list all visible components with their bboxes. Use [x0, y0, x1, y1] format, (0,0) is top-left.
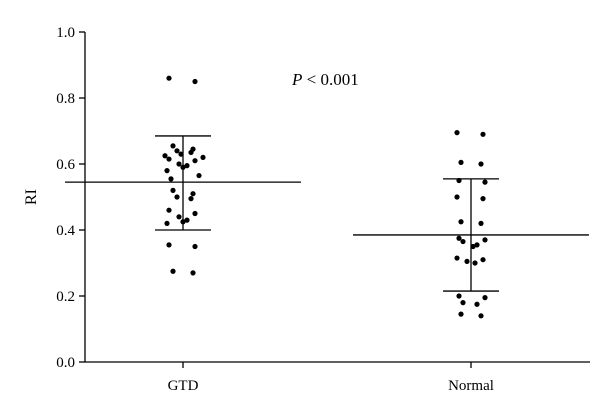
data-point: [200, 154, 206, 160]
data-point: [456, 235, 462, 241]
data-point: [464, 258, 470, 264]
y-tick-label: 0.6: [56, 157, 75, 173]
data-point: [478, 220, 484, 226]
data-point: [162, 153, 168, 159]
data-point: [166, 75, 172, 81]
data-point: [460, 238, 466, 245]
data-point: [474, 301, 480, 307]
data-point: [166, 207, 172, 213]
data-point: [188, 149, 194, 156]
data-point: [176, 214, 182, 220]
data-point: [454, 255, 460, 261]
data-point: [166, 242, 172, 248]
y-tick-label: 0.8: [56, 91, 75, 107]
x-tick-label: GTD: [168, 378, 199, 394]
data-point: [474, 242, 480, 248]
group-gtd: [65, 75, 301, 276]
data-point: [170, 268, 176, 274]
data-groups: [65, 75, 589, 319]
data-point: [454, 130, 460, 136]
p-value-text: < 0.001: [302, 70, 358, 89]
data-point: [456, 293, 462, 299]
data-point: [192, 158, 198, 164]
data-point: [478, 313, 484, 319]
data-point: [472, 260, 478, 266]
data-point: [480, 196, 486, 202]
group-normal: [353, 130, 589, 319]
axes: 0.0 0.2 0.4 0.6 0.8 1.0 GTD Normal: [56, 25, 590, 394]
y-tick-label: 0.4: [56, 223, 75, 239]
data-point: [184, 217, 190, 223]
data-point: [478, 161, 484, 167]
p-value-annotation: P < 0.001: [291, 70, 359, 89]
data-point: [192, 78, 198, 85]
data-point: [190, 191, 196, 197]
data-point: [168, 176, 174, 182]
y-tick-label: 1.0: [56, 25, 75, 41]
data-point: [458, 311, 464, 317]
y-axis-title: RI: [23, 189, 40, 205]
p-value-symbol: P: [291, 70, 302, 89]
data-point: [164, 168, 170, 174]
data-point: [460, 300, 466, 306]
data-point: [480, 257, 486, 263]
data-point: [174, 148, 180, 154]
data-point: [170, 143, 176, 149]
y-tick-label: 0.0: [56, 355, 75, 371]
data-point: [178, 151, 184, 157]
data-point: [164, 220, 170, 226]
data-point: [454, 194, 460, 200]
data-point: [188, 196, 194, 202]
data-point: [482, 237, 488, 243]
x-tick-label: Normal: [448, 378, 494, 394]
data-point: [458, 159, 464, 165]
data-point: [480, 131, 486, 137]
data-point: [192, 210, 198, 217]
data-point: [170, 187, 176, 193]
data-point: [174, 194, 180, 200]
data-point: [176, 161, 182, 167]
data-point: [196, 172, 202, 179]
data-point: [482, 295, 488, 301]
data-point: [184, 163, 190, 169]
data-point: [192, 243, 198, 250]
data-point: [458, 219, 464, 225]
y-tick-label: 0.2: [56, 289, 75, 305]
data-point: [482, 179, 488, 185]
data-point: [190, 270, 196, 276]
data-point: [166, 156, 172, 162]
data-point: [470, 243, 476, 250]
